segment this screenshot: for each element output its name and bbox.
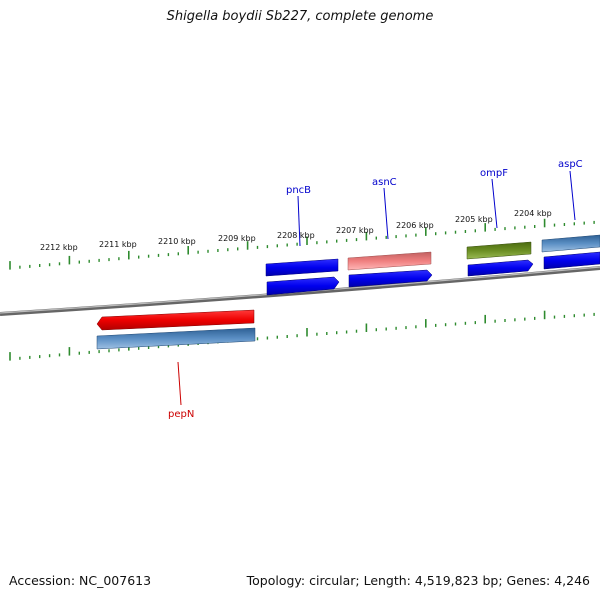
gene-labels: pncB asnC ompF aspC pepN [168,159,583,420]
ompF-cds-arrow[interactable] [467,259,534,277]
aspC-cds-arrow[interactable] [543,251,600,270]
ompF-leader [491,178,498,229]
aspC-leader [569,170,576,221]
ompF-gene-bar[interactable] [466,241,532,260]
accession-text: Accession: NC_007613 [9,573,152,588]
asnC-cds-arrow[interactable] [348,269,433,288]
pncB-cds-arrow[interactable] [266,276,340,296]
pepN-leader [177,361,182,406]
pepN-gene-bar[interactable] [96,327,256,350]
forward-feature-track [265,234,600,277]
asnC-leader [383,187,389,240]
gene-label-aspC[interactable]: aspC [558,159,583,170]
kbp-label: 2210 kbp [158,237,196,246]
kbp-label: 2205 kbp [455,215,493,224]
kbp-label: 2212 kbp [40,243,78,252]
gene-label-pncB[interactable]: pncB [286,185,311,196]
kbp-label: 2204 kbp [514,209,552,218]
pncB-gene-bar[interactable] [265,258,339,277]
forward-cds-track [266,251,600,296]
gene-label-ompF[interactable]: ompF [480,168,508,179]
kbp-label: 2208 kbp [277,231,315,240]
pncB-leader [297,195,301,247]
kbp-label: 2207 kbp [336,226,374,235]
label-leaders [177,170,576,406]
kbp-label: 2211 kbp [99,240,137,249]
gene-label-pepN[interactable]: pepN [168,409,194,420]
asnC-gene-bar[interactable] [347,251,432,271]
kbp-label: 2206 kbp [396,221,434,230]
topology-text: Topology: circular; Length: 4,519,823 bp… [246,573,590,588]
genome-backbone [0,266,600,316]
kbp-label: 2209 kbp [218,234,256,243]
pepN-cds-arrow[interactable] [96,309,255,331]
map-title: Shigella boydii Sb227, complete genome [166,9,434,24]
reverse-feature-track [96,309,256,350]
kbp-scale: 2212 kbp 2211 kbp 2210 kbp 2209 kbp 2208… [40,209,552,252]
aspC-gene-bar[interactable] [541,234,600,253]
reverse-tick-row [9,310,595,361]
gene-label-asnC[interactable]: asnC [372,177,397,188]
forward-tick-row [9,218,595,270]
